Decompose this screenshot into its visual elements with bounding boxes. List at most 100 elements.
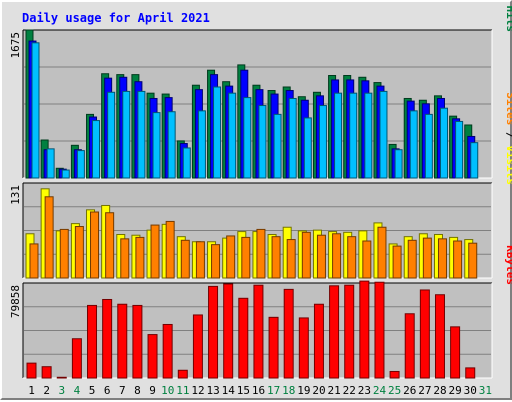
x-tick-label: 27 (418, 384, 431, 397)
bar-sites-day-24 (377, 226, 387, 279)
bar-pages-day-19 (303, 117, 312, 179)
bar-pages-day-20 (318, 105, 327, 179)
bar-sites-day-25 (392, 245, 402, 279)
x-tick-label: 2 (43, 384, 50, 397)
bar-kbytes-day-8 (132, 304, 143, 379)
bar-sites-day-17 (271, 236, 281, 279)
legend-item: / (504, 132, 512, 145)
bar-sites-day-13 (211, 244, 221, 279)
bar-pages-day-4 (76, 150, 85, 179)
legend-item: KBytes (504, 245, 512, 285)
bar-pages-day-13 (213, 86, 222, 179)
panel-kbytes: 79858 KBytes (9, 245, 512, 379)
bar-kbytes-day-14 (223, 283, 234, 379)
bar-kbytes-day-18 (283, 288, 294, 379)
x-tick-label: 23 (358, 384, 371, 397)
bar-kbytes-day-12 (192, 314, 203, 379)
panel-visits-sites: 131 Sites / Visits (9, 92, 512, 279)
x-tick-label: 22 (343, 384, 356, 397)
bar-pages-day-6 (107, 91, 116, 179)
bar-pages-day-7 (122, 90, 131, 179)
x-tick-label: 25 (388, 384, 401, 397)
bar-kbytes-day-15 (238, 297, 249, 379)
bar-kbytes-day-16 (253, 284, 264, 379)
bar-kbytes-day-1 (26, 362, 37, 379)
x-tick-label: 13 (206, 384, 219, 397)
bar-sites-day-15 (241, 236, 251, 279)
bar-pages-day-30 (470, 142, 479, 179)
bar-pages-day-24 (379, 90, 388, 179)
bar-pages-day-2 (46, 148, 55, 179)
x-tick-label: 28 (433, 384, 446, 397)
bar-kbytes-day-22 (344, 284, 355, 379)
bar-kbytes-day-21 (329, 285, 340, 379)
bar-sites-day-26 (407, 239, 417, 279)
bar-sites-day-22 (347, 236, 357, 279)
bar-pages-day-17 (273, 113, 282, 179)
bar-pages-day-11 (182, 147, 191, 179)
bar-sites-day-10 (165, 220, 175, 279)
bar-pages-day-3 (61, 169, 70, 179)
bar-pages-day-12 (197, 110, 206, 179)
bar-sites-day-5 (90, 211, 100, 279)
bar-sites-day-11 (180, 239, 190, 279)
bar-kbytes-day-13 (208, 285, 219, 379)
bar-kbytes-day-30 (465, 367, 476, 379)
bar-sites-day-27 (422, 237, 432, 279)
x-tick-label: 11 (176, 384, 189, 397)
bar-pages-day-8 (137, 90, 146, 179)
bar-sites-day-18 (286, 239, 296, 279)
bar-kbytes-day-28 (434, 294, 445, 379)
bar-sites-day-14 (226, 235, 236, 279)
x-tick-label: 1 (28, 384, 35, 397)
bar-sites-day-7 (120, 238, 130, 279)
x-tick-label: 16 (252, 384, 265, 397)
x-tick-label: 21 (328, 384, 341, 397)
panel-hits-files-pages: 1675 Pages / Files / Hits (9, 2, 512, 179)
chart-panels: 1675 Pages / Files / Hits 131 Sites / Vi… (9, 2, 512, 379)
y-axis-max-label: 1675 (9, 32, 22, 59)
legend-item: Sites (504, 92, 512, 132)
bar-kbytes-day-23 (359, 280, 370, 379)
x-tick-label: 26 (403, 384, 416, 397)
bar-sites-day-6 (105, 212, 115, 279)
x-tick-label: 4 (74, 384, 81, 397)
legend-item: / (504, 2, 512, 6)
x-tick-label: 29 (449, 384, 462, 397)
bar-sites-day-20 (316, 234, 326, 279)
bar-kbytes-day-3 (56, 376, 67, 379)
x-tick-label: 30 (464, 384, 477, 397)
bar-pages-day-1 (31, 42, 40, 179)
bar-pages-day-18 (288, 97, 297, 179)
x-tick-label: 12 (191, 384, 204, 397)
bar-kbytes-day-9 (147, 334, 158, 379)
bar-kbytes-day-10 (162, 323, 173, 379)
bar-pages-day-5 (92, 120, 101, 179)
bar-sites-day-30 (468, 242, 478, 279)
bar-pages-day-23 (364, 92, 373, 179)
bar-kbytes-day-17 (268, 316, 279, 379)
chart-title: Daily usage for April 2021 (22, 11, 210, 25)
bar-sites-day-21 (332, 233, 342, 279)
bar-kbytes-day-11 (177, 369, 188, 379)
x-tick-label: 18 (282, 384, 295, 397)
bar-pages-day-14 (228, 92, 237, 179)
x-tick-label: 10 (161, 384, 174, 397)
bar-sites-day-28 (437, 238, 447, 279)
bar-kbytes-day-25 (389, 370, 400, 379)
bar-pages-day-29 (455, 120, 464, 179)
bar-kbytes-day-7 (117, 303, 128, 379)
bar-kbytes-day-2 (41, 366, 52, 379)
bar-kbytes-day-29 (450, 326, 461, 379)
x-tick-label: 24 (373, 384, 387, 397)
x-tick-label: 31 (479, 384, 492, 397)
y-axis-max-label: 79858 (9, 285, 22, 318)
x-tick-label: 8 (134, 384, 141, 397)
x-tick-label: 19 (297, 384, 310, 397)
legend-hits-files-pages: Pages / Files / Hits (504, 2, 512, 32)
bar-pages-day-28 (439, 107, 448, 179)
x-tick-label: 5 (89, 384, 96, 397)
bar-sites-day-12 (195, 241, 205, 279)
